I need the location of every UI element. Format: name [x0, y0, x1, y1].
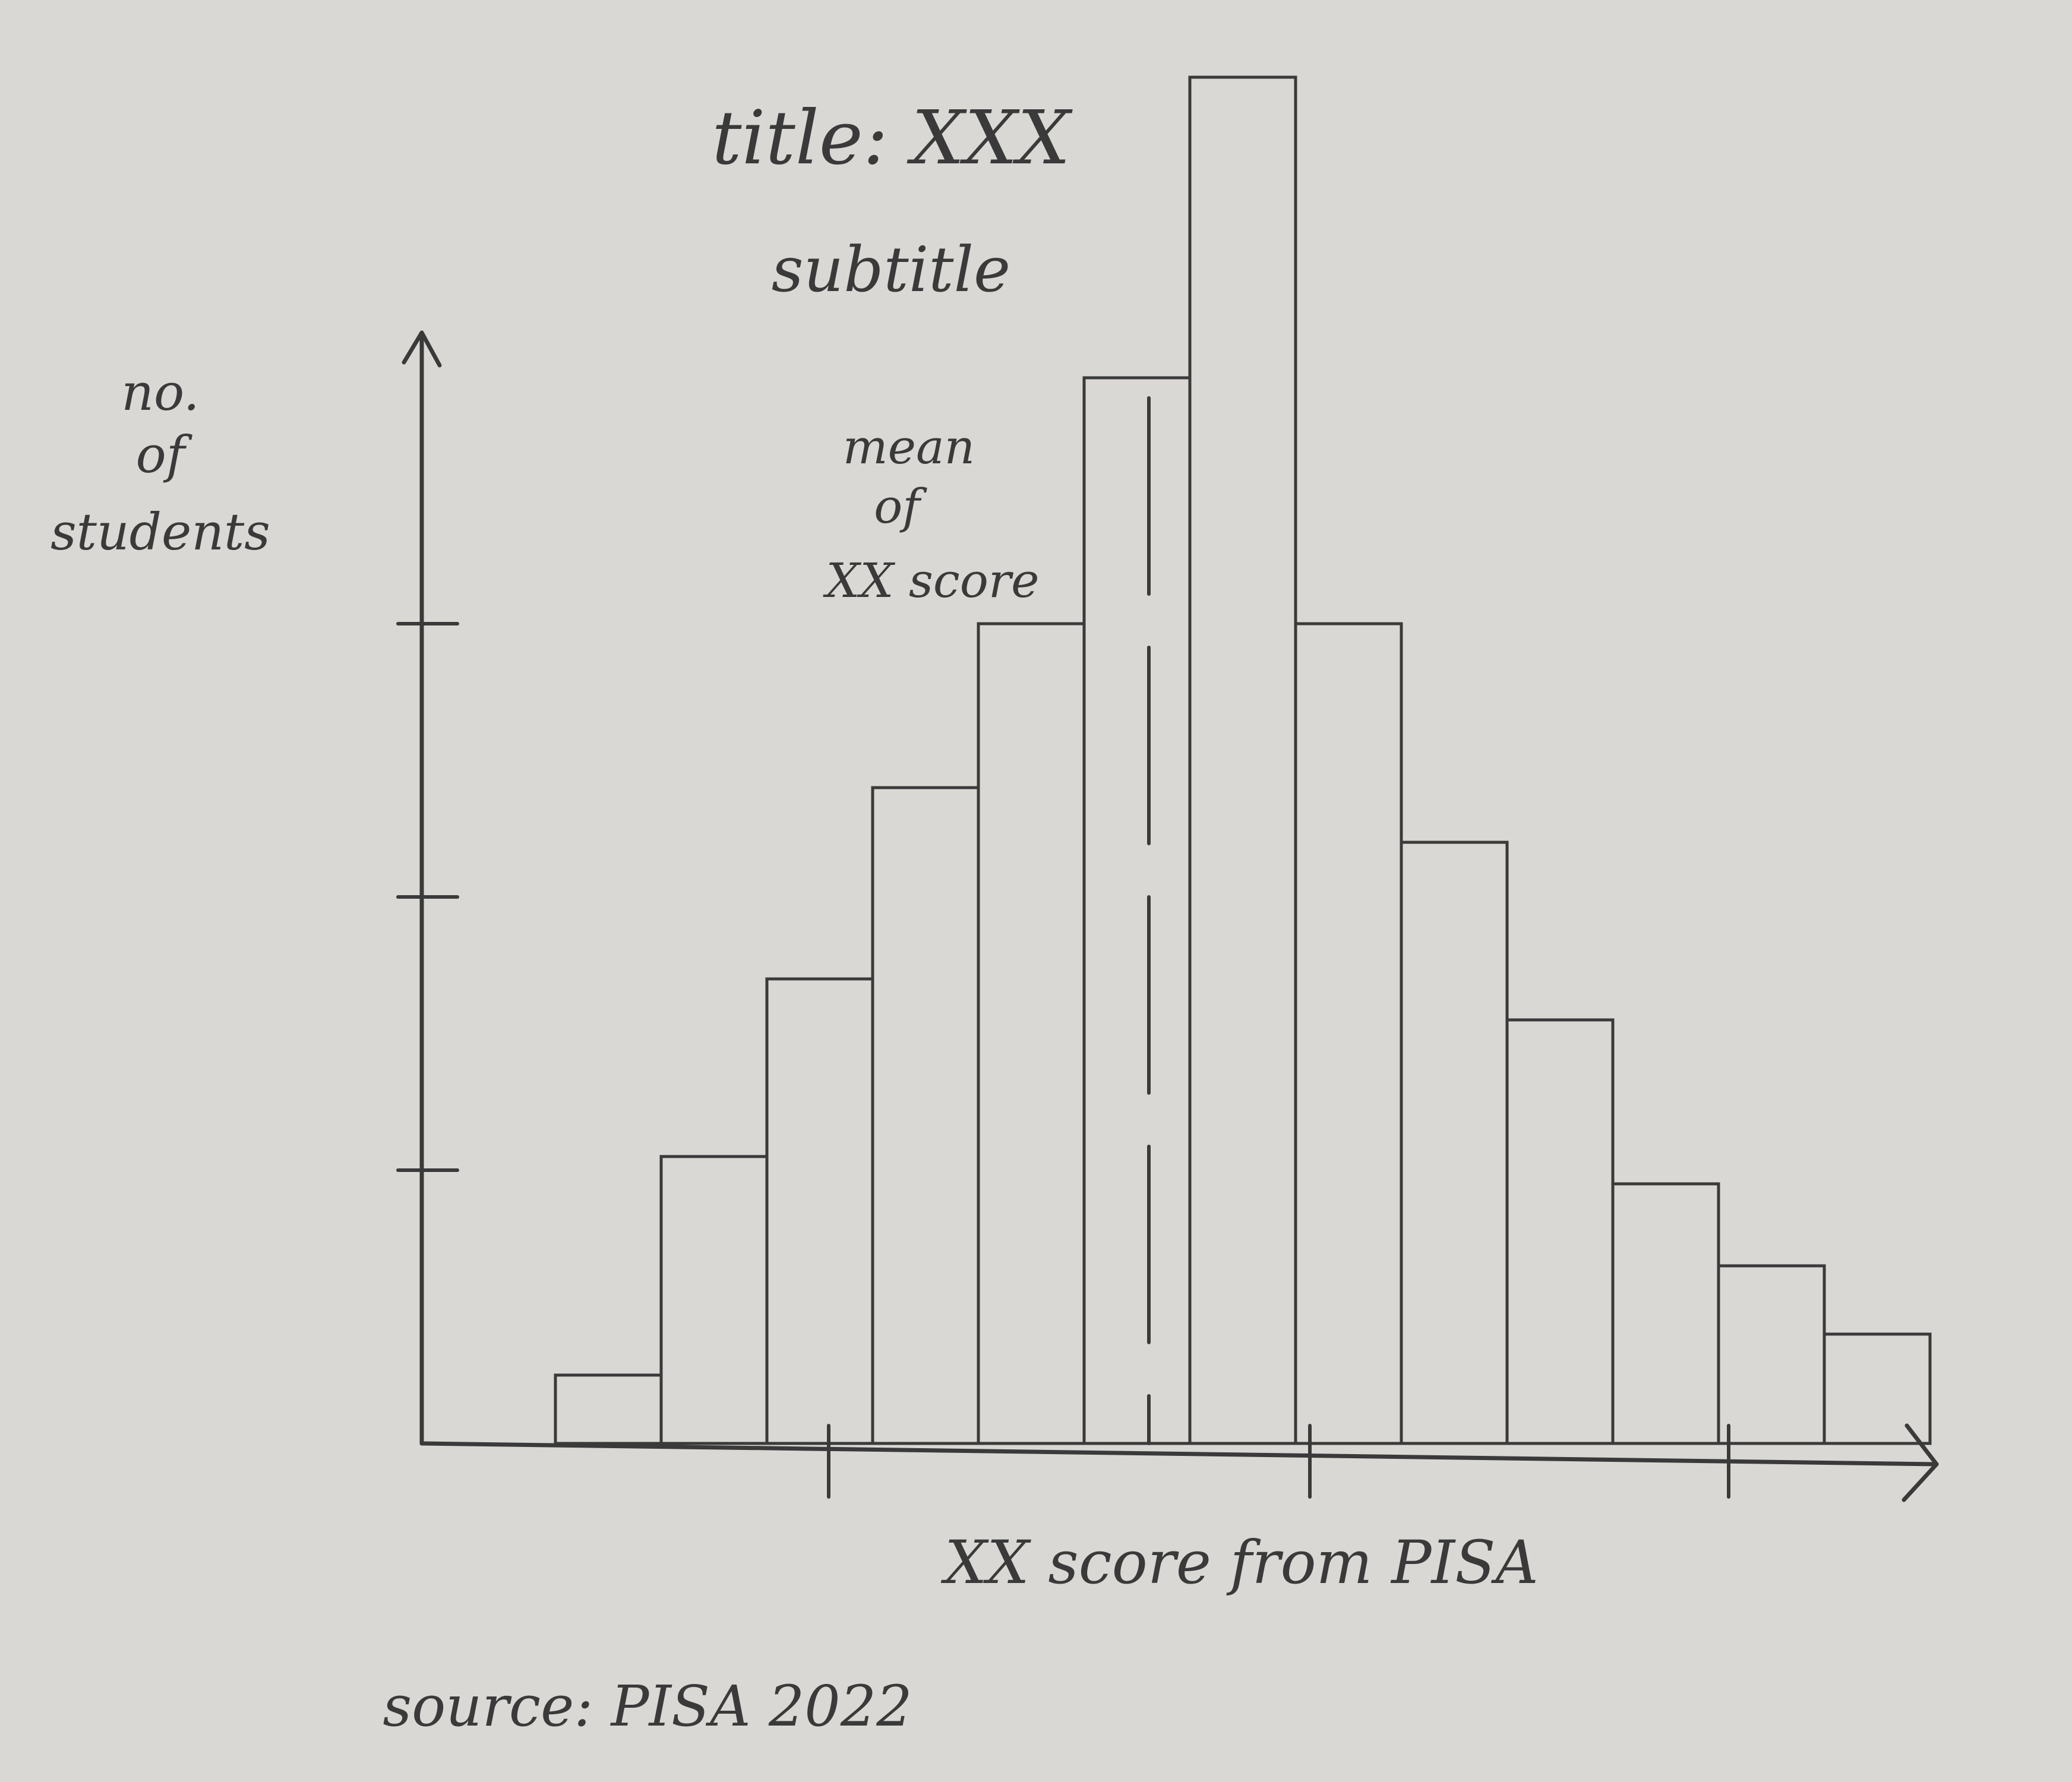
histogram-bar — [1400, 841, 1509, 1445]
x-axis-line — [419, 1441, 1939, 1467]
histogram-bar — [1611, 1182, 1720, 1445]
chart-subtitle: subtitle — [772, 233, 1010, 306]
histogram-bar — [977, 622, 1086, 1445]
x-axis-arrow — [1902, 1423, 1939, 1502]
mean-annotation-line-1: mean — [843, 419, 975, 475]
x-axis-label: XX score from PISA — [940, 1528, 1539, 1597]
source-note: source: PISA 2022 — [383, 1674, 912, 1739]
chart-title: title: XXX — [712, 95, 1073, 181]
histogram-bar — [765, 977, 874, 1445]
y-axis-label-line-3: students — [50, 503, 270, 562]
axes — [396, 330, 1939, 1502]
mean-annotation-line-3: XX score — [823, 553, 1040, 608]
histogram-bar — [659, 1155, 769, 1445]
histogram-bar — [1082, 376, 1192, 1445]
y-axis-label-line-2: of — [136, 426, 193, 485]
histogram-bar — [1823, 1332, 1932, 1445]
histogram-bar — [871, 786, 980, 1445]
histogram-bar — [554, 1373, 663, 1445]
mean-annotation-line-2: of — [874, 479, 927, 534]
histogram-bar — [1294, 622, 1403, 1445]
histogram-bar — [1188, 75, 1297, 1445]
y-axis-arrow — [402, 330, 442, 368]
histogram-bar — [1717, 1264, 1826, 1445]
y-axis-label-line-1: no. — [121, 364, 199, 422]
histogram-bars — [554, 75, 1932, 1445]
histogram-bar — [1505, 1018, 1615, 1445]
